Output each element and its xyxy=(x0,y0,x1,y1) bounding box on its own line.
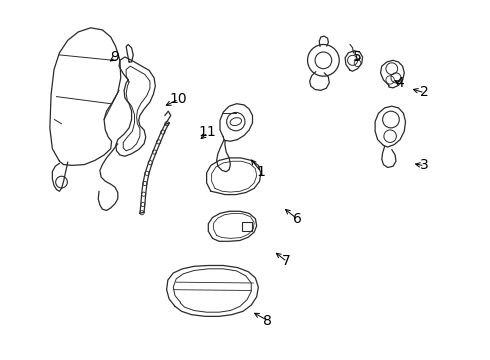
Text: 6: 6 xyxy=(293,212,301,226)
Text: 5: 5 xyxy=(353,50,362,64)
Text: 7: 7 xyxy=(282,254,291,268)
Text: 3: 3 xyxy=(420,158,429,172)
Text: 2: 2 xyxy=(420,85,429,99)
Text: 4: 4 xyxy=(395,76,404,90)
Text: 10: 10 xyxy=(170,92,187,106)
Text: 11: 11 xyxy=(198,125,217,139)
Text: 1: 1 xyxy=(256,165,265,179)
Bar xyxy=(242,222,252,231)
Text: 8: 8 xyxy=(264,314,272,328)
Text: 9: 9 xyxy=(110,50,120,64)
